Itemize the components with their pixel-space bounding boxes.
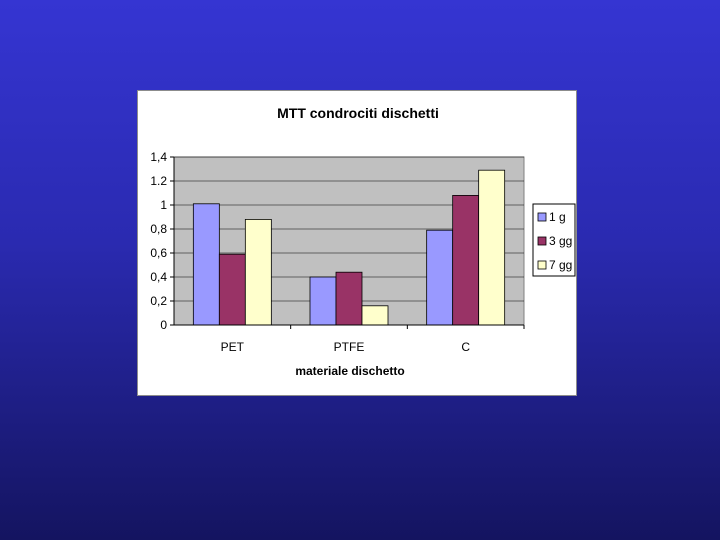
bar-pet-7gg [244,218,272,326]
bar-pet-3gg [218,253,246,326]
legend-swatch [537,260,547,270]
x-ticks: PET PTFE C [221,325,525,354]
y-tick-label: 0,6 [150,246,167,260]
y-tick-label: 0,4 [150,270,167,284]
legend-label: 3 gg [549,234,572,248]
bar-ptfe-1g [309,276,337,326]
chart-panel: MTT condrociti dischetti 0 0,2 0,4 0,6 0,8 1 1… [137,90,577,396]
x-tick-label: PET [221,340,245,354]
y-ticks: 0 0,2 0,4 0,6 0,8 1 1.2 1,4 [150,150,174,332]
y-tick-label: 1,4 [150,150,167,164]
legend-label: 7 gg [549,258,572,272]
y-tick-label: 1.2 [150,174,167,188]
bar-chart: MTT condrociti dischetti 0 0,2 0,4 0,6 0,8 1 1… [150,105,576,378]
y-tick-label: 0 [160,318,167,332]
bar-c-7gg [478,169,506,326]
legend-swatch [537,236,547,246]
bar-c-3gg [452,195,480,326]
y-tick-label: 0,8 [150,222,167,236]
x-axis-label: materiale dischetto [295,364,404,378]
x-tick-label: C [461,340,470,354]
legend: 1 g 3 gg 7 gg [532,203,576,277]
legend-swatch [537,212,547,222]
x-tick-label: PTFE [334,340,365,354]
bar-ptfe-7gg [361,305,389,326]
y-tick-label: 0,2 [150,294,167,308]
y-tick-label: 1 [160,198,167,212]
legend-label: 1 g [549,210,566,224]
bar-c-1g [426,229,454,326]
chart-title: MTT condrociti dischetti [277,105,439,121]
bar-ptfe-3gg [335,271,363,326]
bars [192,169,506,326]
bar-pet-1g [192,203,220,326]
